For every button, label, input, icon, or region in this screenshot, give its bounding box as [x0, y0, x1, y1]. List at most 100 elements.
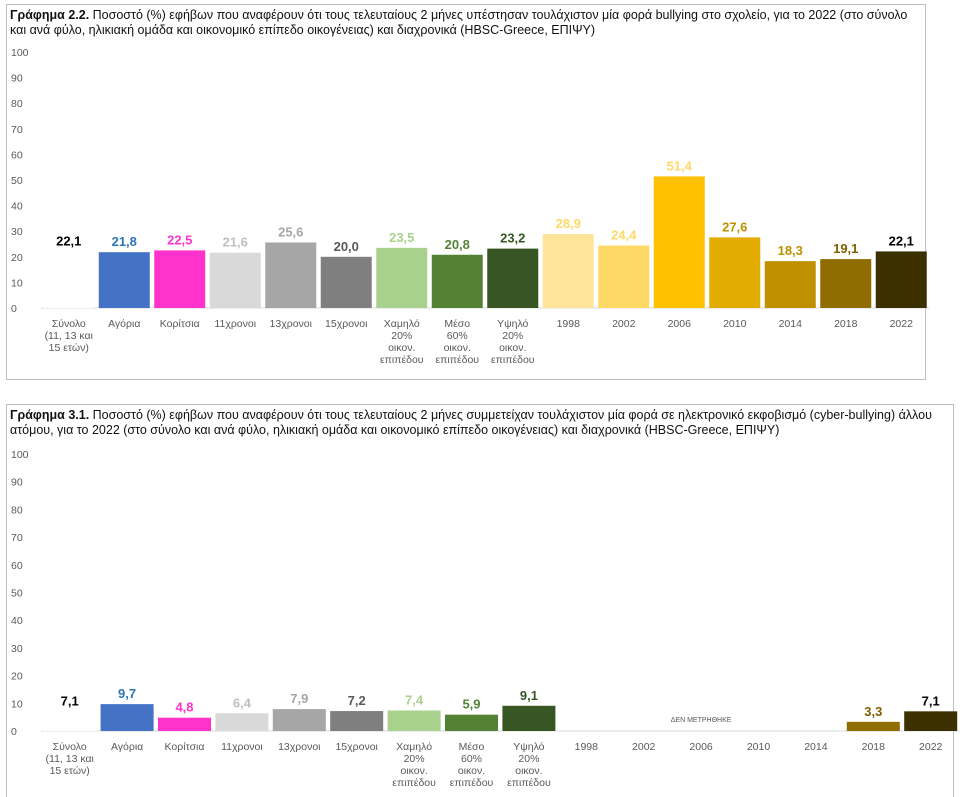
x-tick-label: 2002: [612, 318, 636, 330]
data-label: 20,0: [334, 239, 359, 254]
data-label: 7,4: [405, 693, 424, 708]
data-label: 9,1: [520, 688, 538, 703]
bar: [387, 710, 441, 731]
x-tick-label: Χαμηλό 20% οικον. επιπέδου: [380, 318, 424, 366]
y-tick-label: 40: [11, 615, 23, 627]
x-tick-label: 15χρονοι: [325, 318, 368, 330]
data-label: 23,5: [389, 230, 414, 245]
data-label: 22,5: [167, 232, 192, 247]
data-label: 19,1: [833, 241, 858, 256]
x-tick-label: 15χρονοι: [335, 741, 378, 753]
x-tick-label: Κορίτσια: [160, 318, 200, 330]
y-tick-label: 60: [11, 560, 23, 572]
bar-chart-cyberbullying: 0 10 20 30 40 50 60 70 80 90 100 7,1 Σύνολο (11, 13 κ…: [11, 449, 960, 789]
bar: [98, 252, 150, 308]
data-label: 5,9: [462, 697, 480, 712]
bar: [320, 256, 372, 308]
x-tick-label: 2010: [723, 318, 747, 330]
data-label: 51,4: [667, 158, 693, 173]
data-label: 6,4: [233, 695, 252, 710]
bar: [158, 717, 211, 731]
bar: [502, 705, 556, 731]
data-label: 4,8: [175, 700, 193, 715]
x-tick-label: Μέσο 60% οικον. επιπέδου: [435, 318, 479, 366]
chart-title: Γράφημα 3.1. Ποσοστό (%) εφήβων που αναφ…: [10, 408, 945, 438]
data-label: 21,8: [112, 234, 137, 249]
bar: [875, 251, 927, 308]
data-label: 28,9: [556, 216, 581, 231]
data-label: 21,6: [223, 235, 248, 250]
y-tick-label: 30: [11, 226, 23, 238]
x-tick-label: 2014: [779, 318, 803, 330]
x-tick-label: 1998: [557, 318, 581, 330]
y-tick-label: 90: [11, 477, 23, 489]
x-tick-label: 13χρονοι: [278, 741, 321, 753]
bar: [43, 711, 97, 731]
bar: [43, 251, 95, 308]
y-tick-label: 50: [11, 588, 23, 600]
x-tick-label: Σύνολο (11, 13 και 15 ετών): [46, 741, 95, 777]
x-tick-label: 2006: [668, 318, 692, 330]
chart-title-prefix: Γράφημα 2.2.: [10, 8, 90, 22]
data-label: 7,9: [290, 691, 308, 706]
x-tick-label: Υψηλό 20% οικον. επιπέδου: [507, 741, 551, 789]
x-tick-label: 2022: [919, 741, 943, 753]
x-tick-label: Χαμηλό 20% οικον. επιπέδου: [392, 741, 436, 789]
data-label: 22,1: [889, 233, 914, 248]
x-tick-label: 2010: [747, 741, 771, 753]
x-tick-label: 11χρονοι: [214, 318, 256, 330]
bar: [653, 176, 705, 308]
x-tick-label: 1998: [575, 741, 599, 753]
bar: [764, 261, 816, 308]
x-tick-label: Υψηλό 20% οικον. επιπέδου: [491, 318, 535, 366]
y-tick-label: 30: [11, 643, 23, 655]
data-label: 27,6: [722, 219, 747, 234]
data-label: 7,2: [348, 693, 366, 708]
bar: [487, 248, 539, 308]
bar: [820, 259, 872, 308]
y-tick-label: 0: [11, 726, 17, 738]
bar: [272, 709, 326, 731]
y-tick-label: 70: [11, 124, 23, 136]
bar: [598, 245, 650, 308]
bar: [431, 254, 483, 308]
y-tick-label: 40: [11, 201, 23, 213]
bar: [445, 714, 498, 731]
x-tick-label: 13χρονοι: [270, 318, 313, 330]
bar: [846, 721, 900, 731]
x-tick-label: 2018: [834, 318, 858, 330]
chart-title-text: Ποσοστό (%) εφήβων που αναφέρουν ότι του…: [10, 408, 932, 437]
bar: [904, 711, 958, 731]
x-tick-label: Κορίτσια: [165, 741, 205, 753]
chart-title-text: Ποσοστό (%) εφήβων που αναφέρουν ότι του…: [10, 8, 908, 37]
y-tick-label: 20: [11, 252, 23, 264]
y-tick-label: 70: [11, 532, 23, 544]
x-tick-label: Σύνολο (11, 13 και 15 ετών): [45, 318, 94, 354]
bar: [709, 237, 761, 308]
bar: [265, 242, 317, 308]
chart-title: Γράφημα 2.2. Ποσοστό (%) εφήβων που αναφ…: [10, 8, 917, 38]
chart-title-prefix: Γράφημα 3.1.: [10, 408, 90, 422]
y-tick-label: 10: [11, 698, 23, 710]
x-tick-label: Αγόρια: [108, 318, 140, 330]
x-tick-label: 11χρονοι: [221, 741, 263, 753]
y-tick-label: 90: [11, 73, 23, 85]
bar: [330, 711, 384, 731]
bar: [100, 704, 154, 731]
data-label: 23,2: [500, 231, 525, 246]
data-label: 7,1: [922, 693, 940, 708]
bar: [154, 250, 206, 308]
data-label: 25,6: [278, 224, 303, 239]
bar: [215, 713, 269, 731]
y-tick-label: 60: [11, 149, 23, 161]
bar: [209, 252, 261, 308]
not-measured-note: ΔΕΝ ΜΕΤΡΗΘΗΚΕ: [671, 717, 732, 724]
chart-panel-bullying: Γράφημα 2.2. Ποσοστό (%) εφήβων που αναφ…: [6, 4, 929, 380]
y-tick-label: 50: [11, 175, 23, 187]
data-label: 7,1: [61, 693, 79, 708]
x-tick-label: 2018: [862, 741, 886, 753]
y-tick-label: 80: [11, 504, 23, 516]
y-tick-label: 10: [11, 277, 23, 289]
y-tick-label: 0: [11, 303, 17, 315]
x-tick-label: 2014: [804, 741, 828, 753]
